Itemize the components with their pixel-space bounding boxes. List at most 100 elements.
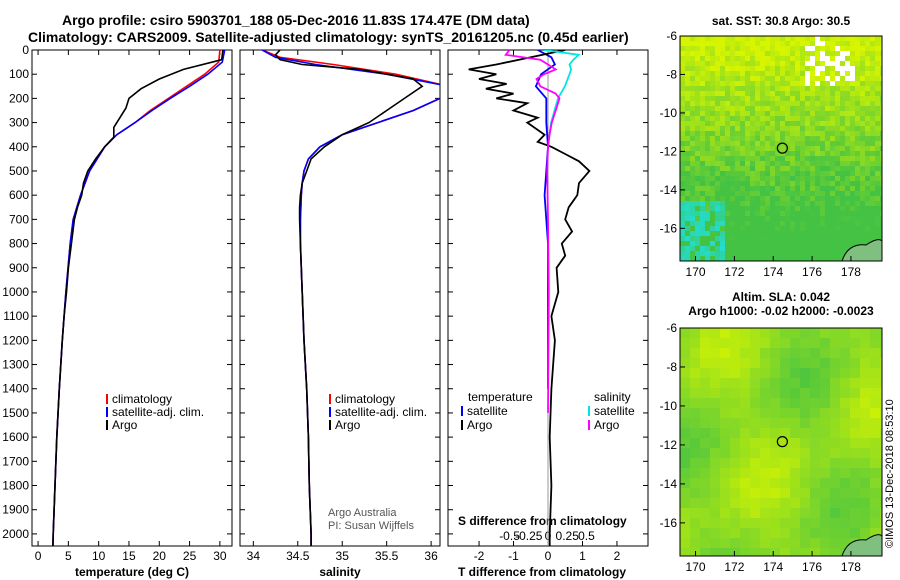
sla-map-cell	[740, 418, 751, 429]
sst-map-cell	[870, 211, 876, 217]
sst-map-cell	[870, 216, 876, 222]
sst-map-cell	[815, 241, 821, 247]
sst-map-cell	[735, 161, 741, 167]
sst-map-cell	[760, 226, 766, 232]
sst-map-cell	[855, 216, 861, 222]
sst-map-cell	[795, 171, 801, 177]
sst-map-cell	[755, 126, 761, 132]
sst-map-cell	[750, 151, 756, 157]
sst-map-cell	[690, 141, 696, 147]
sst-map-cell	[700, 136, 706, 142]
sst-map-cell	[725, 231, 731, 237]
sst-map-cell	[855, 241, 861, 247]
sst-map-cell	[725, 206, 731, 212]
sst-map-cell	[710, 41, 716, 47]
sla-map-cells	[680, 328, 882, 556]
sst-map-cell	[680, 86, 686, 92]
sst-map-cell	[800, 81, 806, 87]
sst-map-cell	[780, 141, 786, 147]
sst-map-cell	[760, 136, 766, 142]
sla-map-cell	[790, 368, 801, 379]
sst-map-cell	[765, 231, 771, 237]
sst-map-cell	[875, 141, 881, 147]
sst-map-cell	[780, 251, 786, 257]
sst-map-cell	[860, 91, 866, 97]
sst-map-cell	[875, 136, 881, 142]
sst-map-cell	[690, 71, 696, 77]
sst-map-cell	[685, 36, 691, 42]
sst-map-cell	[860, 186, 866, 192]
sst-map-cell	[810, 111, 816, 117]
sst-map-cell	[820, 246, 826, 252]
sst-map-cell	[735, 126, 741, 132]
sst-map-cell	[775, 181, 781, 187]
sst-map-cell	[805, 106, 811, 112]
sst-map-cell	[880, 141, 882, 147]
sla-map-cell	[870, 438, 881, 449]
sst-map-cell	[830, 121, 836, 127]
sst-map-cell	[735, 246, 741, 252]
sst-map-cell	[700, 156, 706, 162]
sst-map-cell	[740, 66, 746, 72]
sst-map-cell	[740, 61, 746, 67]
sst-map-cell	[825, 151, 831, 157]
sst-map-cell	[745, 171, 751, 177]
sst-map-cell	[870, 116, 876, 122]
sst-map-cell	[720, 66, 726, 72]
sla-map-ytick-label: -14	[660, 477, 678, 491]
sst-map-cell	[705, 236, 711, 242]
sla-map-cell	[700, 408, 711, 419]
sst-map-cell	[870, 126, 876, 132]
sst-map-cell	[715, 146, 721, 152]
salinity-axis-label: 34	[247, 549, 261, 563]
sst-map-cell	[835, 61, 841, 67]
sst-map-cell	[690, 36, 696, 42]
sla-map-cell	[750, 498, 761, 509]
sla-map-cell	[720, 338, 731, 349]
sst-map-cell	[765, 86, 771, 92]
sla-map-cell	[700, 548, 711, 556]
sst-map-xtick-label: 178	[841, 265, 861, 279]
sla-map-cell	[820, 428, 831, 439]
sst-map-cell	[835, 191, 841, 197]
sst-map-cell	[880, 236, 882, 242]
sst-map-cell	[865, 111, 871, 117]
sst-map-cell	[750, 91, 756, 97]
sst-map-cell	[850, 71, 856, 77]
sst-map-cell	[715, 186, 721, 192]
sst-map-cell	[760, 46, 766, 52]
sla-map-cell	[730, 518, 741, 529]
sst-map-cell	[695, 46, 701, 52]
sst-map-cell	[775, 41, 781, 47]
sla-map-cell	[860, 408, 871, 419]
sla-map-cell	[700, 518, 711, 529]
sla-map-cell	[760, 348, 771, 359]
sst-map-cell	[720, 151, 726, 157]
sla-map-cell	[850, 418, 861, 429]
sst-map-cell	[755, 171, 761, 177]
sst-map-cell	[710, 96, 716, 102]
sst-map-cell	[800, 171, 806, 177]
sst-map-cell	[790, 76, 796, 82]
sla-map-cell	[880, 358, 882, 369]
sst-map-cell	[700, 201, 706, 207]
sst-map-cell	[785, 206, 791, 212]
sla-map-cell	[760, 398, 771, 409]
sst-map-cell	[795, 216, 801, 222]
sst-map-cell	[850, 51, 856, 57]
sst-map-cell	[830, 181, 836, 187]
sla-map-cell	[880, 388, 882, 399]
sst-map-cell	[805, 216, 811, 222]
sla-map-cell	[860, 398, 871, 409]
sla-map-cell	[770, 418, 781, 429]
sst-map-cell	[735, 136, 741, 142]
sst-map-cell	[790, 221, 796, 227]
sst-map-cell	[870, 71, 876, 77]
sst-map-cell	[845, 36, 851, 42]
sst-map-cell	[860, 216, 866, 222]
difference-line-3	[504, 50, 561, 413]
sst-map-cell	[830, 56, 836, 62]
sst-map-cell	[855, 236, 861, 242]
sla-map-cell	[770, 548, 781, 556]
sst-map-cell	[820, 81, 826, 87]
